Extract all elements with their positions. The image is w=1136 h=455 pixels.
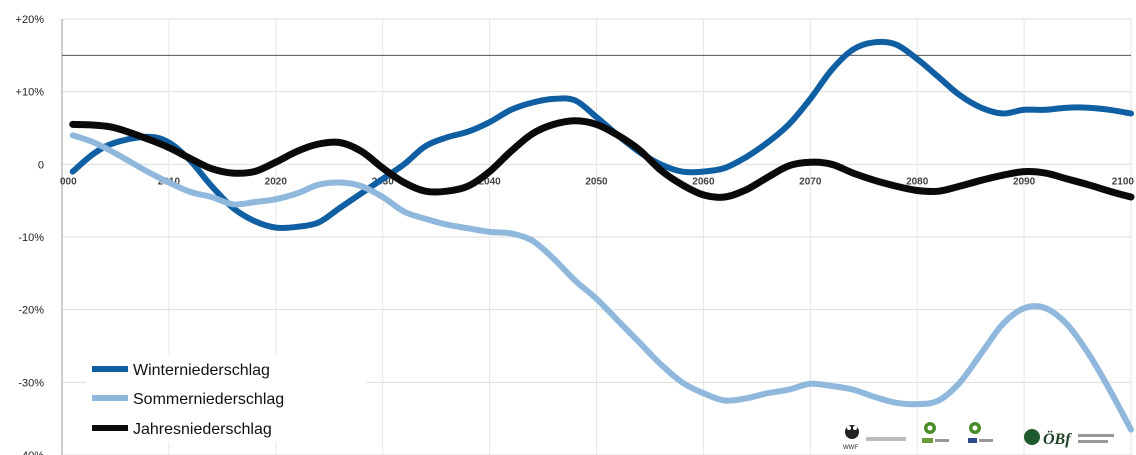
partner-logo-1 <box>922 422 949 443</box>
y-tick-label: -20% <box>18 305 44 317</box>
x-tick-label: 000 <box>60 176 77 187</box>
wwf-logo: WWF <box>843 425 859 451</box>
obf-logo: ÖBf <box>1024 429 1114 448</box>
y-tick-label: -30% <box>18 377 44 389</box>
partner-logo-2 <box>968 422 993 443</box>
y-tick-label: 0 <box>38 159 44 171</box>
y-tick-label: -40% <box>18 450 44 455</box>
legend-background <box>86 354 366 442</box>
legend-label-summer: Sommerniederschlag <box>133 391 284 408</box>
x-tick-label: 2020 <box>265 176 288 187</box>
legend: Winterniederschlag Sommerniederschlag Ja… <box>86 354 366 442</box>
x-tick-label: 2040 <box>478 176 501 187</box>
x-tick-label: 2080 <box>906 176 929 187</box>
series-line-sommerniederschlag <box>69 132 1134 433</box>
x-tick-label: 2100 <box>1112 176 1135 187</box>
svg-text:WWF: WWF <box>843 445 858 451</box>
series-lines <box>69 38 1135 433</box>
legend-label-winter: Winterniederschlag <box>133 362 270 379</box>
logo-strip: WWF ÖBf <box>843 422 1114 451</box>
logo-tagline <box>866 437 906 441</box>
series-line-winterniederschlag <box>69 38 1134 231</box>
x-tick-label: 2050 <box>585 176 608 187</box>
y-tick-label: +10% <box>16 87 45 99</box>
legend-label-annual: Jahresniederschlag <box>133 421 272 438</box>
series-line-jahresniederschlag <box>69 117 1135 201</box>
x-tick-label: 2060 <box>692 176 715 187</box>
x-tick-label: 2090 <box>1013 176 1036 187</box>
y-tick-label: +20% <box>16 14 45 26</box>
svg-text:ÖBf: ÖBf <box>1043 430 1072 448</box>
y-tick-label: -10% <box>18 232 44 244</box>
y-axis-ticks: +20% +10% 0 -10% -20% -30% -40% <box>16 14 45 455</box>
x-tick-label: 2070 <box>799 176 822 187</box>
